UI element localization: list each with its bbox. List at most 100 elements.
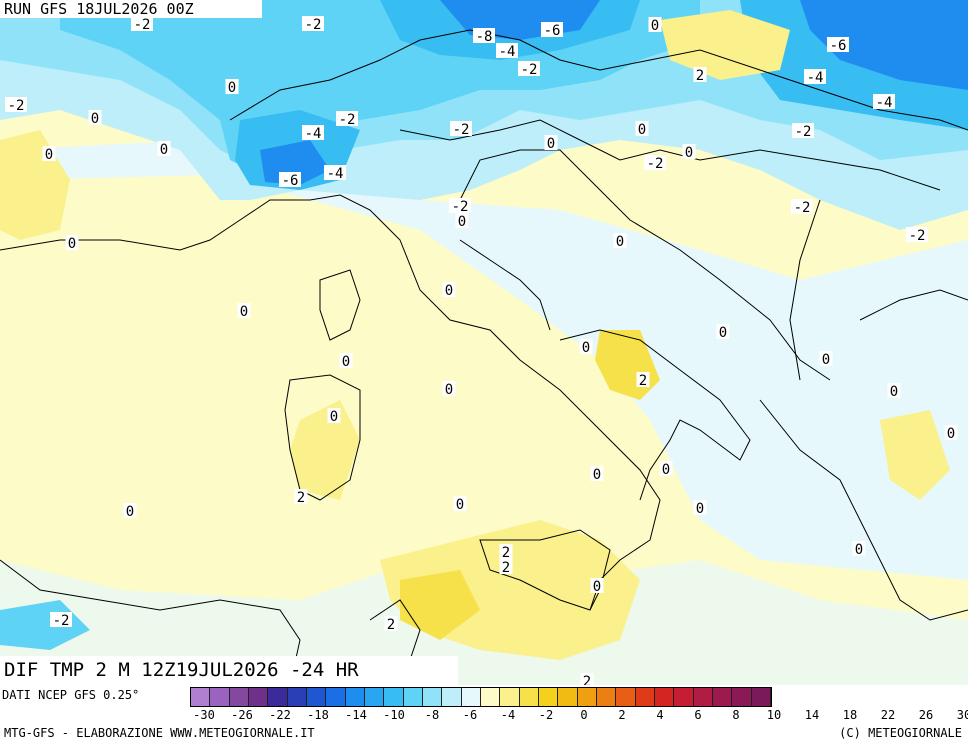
contour-label: 0 (648, 17, 662, 34)
legend-tick: -30 (193, 708, 215, 722)
contour-label: 2 (499, 559, 513, 576)
contour-label: -2 (302, 16, 324, 33)
svg-text:2: 2 (696, 68, 704, 84)
legend-tick: 0 (580, 708, 588, 722)
svg-text:-2: -2 (521, 62, 538, 78)
legend-swatch (210, 688, 230, 706)
legend-swatch (422, 688, 443, 706)
legend-swatch (500, 688, 520, 706)
legend-swatch (364, 688, 385, 706)
legend-swatch (403, 688, 423, 706)
svg-text:0: 0 (593, 467, 601, 483)
temperature-difference-map: -2 -2-8 -6-40-6-4-2 2-4-200-2 -4-20-20-20-6-… (0, 0, 968, 685)
svg-text:0: 0 (445, 283, 453, 299)
contour-label: -2 (449, 198, 471, 215)
svg-text:0: 0 (696, 501, 704, 517)
legend-tick: 30 (956, 708, 968, 722)
contour-label: 0 (590, 466, 604, 483)
contour-label: -2 (906, 227, 928, 244)
svg-text:0: 0 (160, 142, 168, 158)
legend-swatch (306, 688, 327, 706)
svg-text:0: 0 (638, 122, 646, 138)
legend-tick: -8 (424, 708, 440, 722)
contour-label: -6 (279, 172, 301, 189)
contour-label: 0 (442, 282, 456, 299)
legend-swatch (674, 688, 694, 706)
svg-text:0: 0 (445, 382, 453, 398)
contour-label: -2 (791, 199, 813, 216)
svg-text:0: 0 (662, 462, 670, 478)
legend-swatch (577, 688, 597, 706)
legend-tick: 22 (880, 708, 896, 722)
legend-swatch (384, 688, 404, 706)
svg-text:2: 2 (639, 373, 647, 389)
svg-text:-2: -2 (909, 228, 926, 244)
contour-label: 0 (442, 381, 456, 398)
contour-label: 0 (237, 303, 251, 320)
run-label: RUN GFS 18JUL2026 00Z (0, 0, 262, 18)
contour-label: 2 (693, 67, 707, 84)
legend-swatch (229, 688, 249, 706)
contour-label: -2 (518, 61, 540, 78)
legend-tick: -26 (231, 708, 253, 722)
contour-label: 0 (42, 146, 56, 163)
svg-text:-2: -2 (794, 200, 811, 216)
contour-label: 0 (590, 578, 604, 595)
contour-label: 0 (635, 121, 649, 138)
legend-swatch (442, 688, 462, 706)
svg-text:2: 2 (583, 674, 591, 685)
legend-tick-labels: -30 -26 -22 -18 -14 -10 -8 -6 -4 -2 0 2 4 6 8 10 14 18 22 2… (190, 708, 968, 722)
svg-text:-2: -2 (134, 17, 151, 33)
svg-text:0: 0 (458, 214, 466, 230)
contour-label: 0 (327, 408, 341, 425)
contour-label: 0 (693, 500, 707, 517)
data-source: DATI NCEP GFS 0.25° (2, 688, 140, 702)
contour-label: 0 (123, 503, 137, 520)
contour-label: 0 (852, 541, 866, 558)
contour-label: -4 (324, 165, 346, 182)
contour-label: -2 (450, 121, 472, 138)
contour-label: 2 (384, 616, 398, 633)
contour-label: 0 (819, 351, 833, 368)
contour-label: 0 (453, 496, 467, 513)
legend-tick: 10 (766, 708, 782, 722)
legend-swatch (326, 688, 346, 706)
svg-text:0: 0 (719, 325, 727, 341)
contour-label: -2 (50, 612, 72, 629)
legend-tick: -6 (462, 708, 478, 722)
svg-text:0: 0 (45, 147, 53, 163)
svg-text:0: 0 (616, 234, 624, 250)
contour-label: -6 (827, 37, 849, 54)
legend-tick: 8 (732, 708, 740, 722)
legend-swatch (693, 688, 713, 706)
svg-text:-8: -8 (476, 29, 493, 45)
legend-swatch (751, 688, 771, 706)
svg-text:-2: -2 (452, 199, 469, 215)
svg-text:-2: -2 (453, 122, 470, 138)
contour-label: -4 (496, 43, 518, 60)
legend-swatch (732, 688, 752, 706)
contour-label: -6 (541, 22, 563, 39)
color-scale-legend (190, 687, 772, 707)
legend-tick: 6 (694, 708, 702, 722)
legend-swatch (558, 688, 578, 706)
contour-label: 0 (65, 235, 79, 252)
legend-swatch (287, 688, 307, 706)
svg-text:0: 0 (456, 497, 464, 513)
svg-text:-2: -2 (53, 613, 70, 629)
contour-label: 0 (157, 141, 171, 158)
contour-label: 0 (944, 425, 958, 442)
svg-text:0: 0 (91, 111, 99, 127)
svg-text:2: 2 (387, 617, 395, 633)
contour-label: 0 (682, 144, 696, 161)
legend-tick: -18 (307, 708, 329, 722)
svg-text:0: 0 (855, 542, 863, 558)
svg-text:0: 0 (126, 504, 134, 520)
svg-text:-2: -2 (339, 112, 356, 128)
contour-label: -8 (473, 28, 495, 45)
svg-text:2: 2 (297, 490, 305, 506)
contour-label: -4 (302, 125, 324, 142)
legend-tick: 18 (842, 708, 858, 722)
credit-left: MTG-GFS - ELABORAZIONE WWW.METEOGIORNALE… (4, 726, 315, 740)
legend-swatch (345, 688, 365, 706)
